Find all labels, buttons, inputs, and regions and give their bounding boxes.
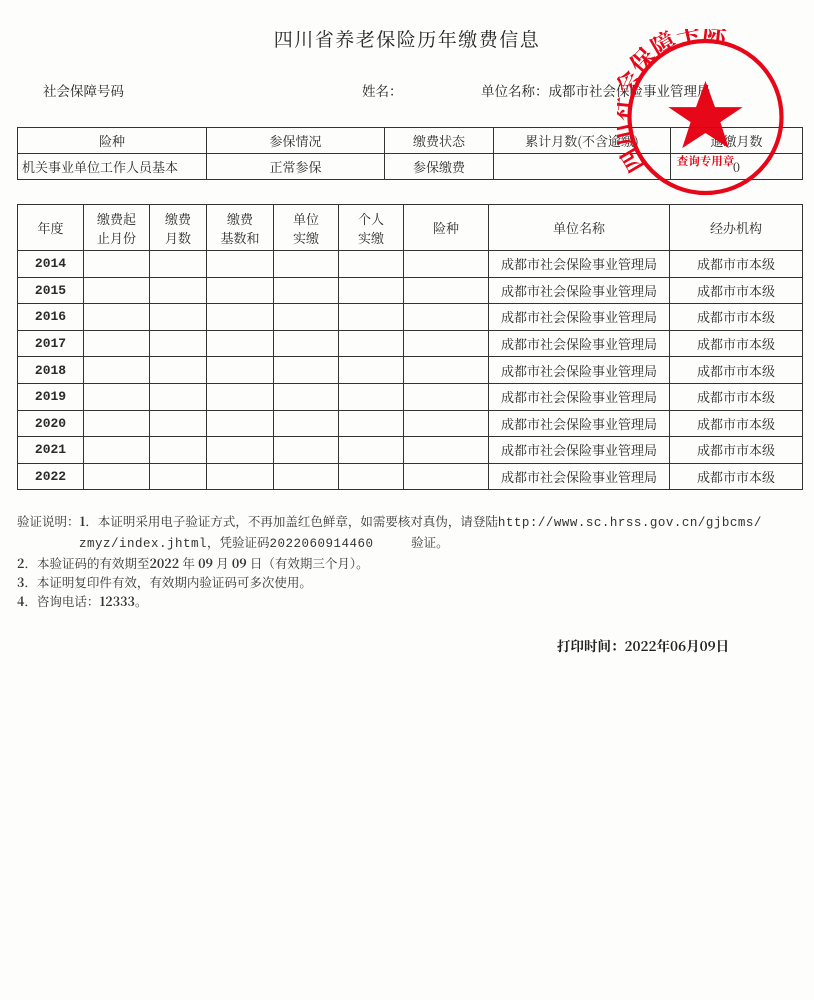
- svg-text:查询专用章: 查询专用章: [677, 153, 735, 169]
